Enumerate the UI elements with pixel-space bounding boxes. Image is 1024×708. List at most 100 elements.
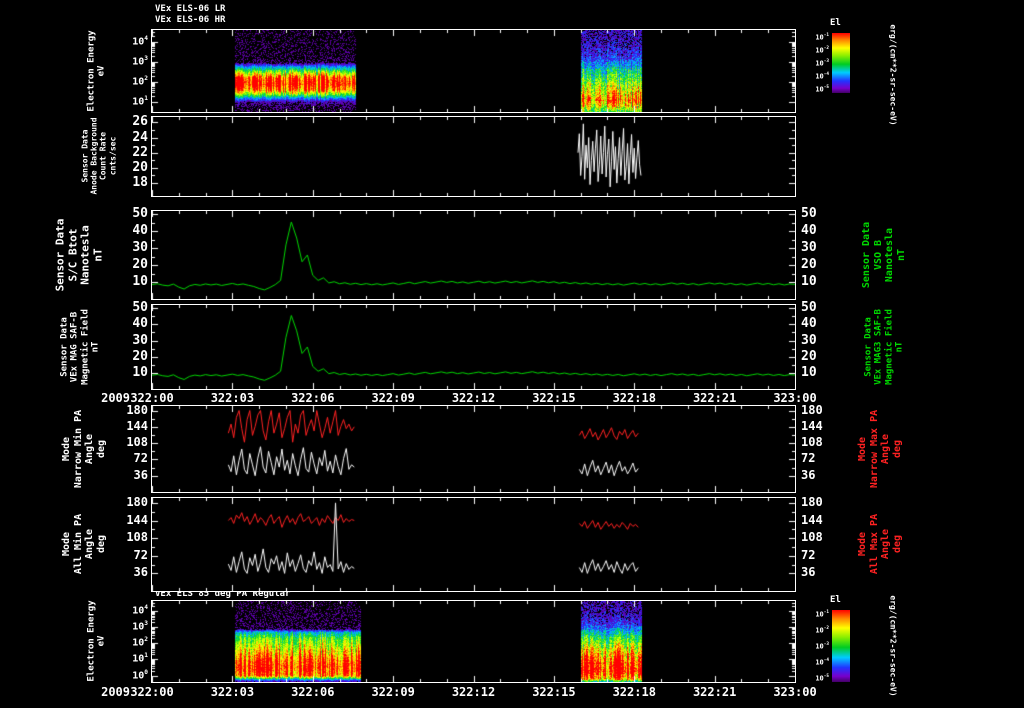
y-tick-label: 102 [132, 75, 148, 88]
y-tick-label: 108 [126, 530, 148, 545]
y-tick-label: 101 [132, 652, 148, 665]
panel2-ylabel: Sensor Data Anode Background Count Rate … [80, 117, 118, 195]
y-tick-label: 72 [133, 547, 148, 562]
y-tick-label-right: 30 [801, 332, 817, 348]
y-tick-label: 22 [132, 144, 148, 160]
y-tick-label-right: 40 [801, 223, 817, 239]
y-tick-label: 20 [132, 348, 148, 364]
x-tick-label: 322:09 [371, 685, 415, 699]
colorbar-tick-label: 10-3 [815, 642, 829, 651]
panel3-ylabel-right: Sensor Data VSO B Nanotesla nT [861, 221, 907, 289]
x-tick-label: 322:00 [130, 391, 174, 405]
els-85-spectrogram-canvas [152, 601, 795, 682]
y-tick-label: 20 [132, 159, 148, 175]
y-tick-label-right: 108 [801, 530, 823, 545]
y-tick-label-right: 72 [801, 547, 816, 562]
y-tick-label-right: 180 [801, 402, 823, 417]
panel-sc-btot [151, 210, 796, 300]
x-tick-label: 322:12 [451, 391, 496, 405]
y-tick-label: 40 [132, 223, 148, 239]
y-tick-label-right: 72 [801, 451, 816, 466]
colorbar-units-top: erg/(cm**2-sr-sec-eV) [888, 24, 898, 126]
sc-btot-canvas [152, 211, 795, 299]
y-tick-label: 144 [126, 512, 148, 527]
x-tick-label: 322:09 [371, 391, 415, 405]
flux-colorbar-bottom [832, 610, 850, 682]
y-tick-label: 10 [132, 274, 148, 290]
colorbar-tick-label: 10-2 [815, 626, 829, 635]
y-tick-label-right: 30 [801, 240, 817, 256]
y-tick-label: 18 [132, 175, 148, 191]
y-tick-label: 72 [133, 451, 148, 466]
y-tick-label: 144 [126, 418, 148, 433]
panel-anode-background [151, 116, 796, 197]
flux-colorbar-top [832, 33, 850, 93]
y-tick-label-right: 20 [801, 257, 817, 273]
panel6-ylabel-right: Mode All Max PA Angle deg [857, 513, 903, 575]
x-tick-label: 323:00 [773, 685, 817, 699]
y-tick-label-right: 20 [801, 348, 817, 364]
y-tick-label: 20 [132, 257, 148, 273]
x-tick-label: 322:15 [532, 685, 576, 699]
x-tick-label: 322:21 [692, 685, 737, 699]
y-tick-label: 102 [132, 636, 148, 649]
panel1-ylabel: Electron Energy eV [86, 30, 107, 112]
x-tick-label: 322:06 [291, 685, 335, 699]
x-tick-label: 322:15 [532, 391, 576, 405]
x-tick-label: 322:18 [612, 685, 656, 699]
y-tick-label: 36 [133, 565, 148, 580]
y-tick-label: 10 [132, 364, 148, 380]
els-lr-hr-spectrogram-canvas [152, 30, 795, 112]
panel3-ylabel: Sensor Data S/C Btot Nanotesla nT [53, 218, 105, 292]
y-tick-label: 30 [132, 240, 148, 256]
y-tick-label: 104 [132, 603, 148, 617]
y-tick-label: 26 [132, 114, 148, 130]
y-tick-label-right: 10 [801, 364, 817, 380]
colorbar-tick-label: 10-4 [815, 72, 829, 81]
y-tick-label: 36 [133, 467, 148, 482]
y-tick-label: 24 [132, 129, 148, 145]
colorbar-title-bottom: El [830, 595, 841, 605]
y-tick-label: 103 [132, 55, 148, 68]
colorbar-tick-label: 10-2 [815, 46, 829, 55]
y-tick-label-right: 36 [801, 565, 816, 580]
panel-els-85 [151, 600, 796, 683]
x-tick-label: 323:00 [773, 391, 817, 405]
panel4-ylabel-right: Sensor Data VEx MAG3 SAF-B Magnetic Fiel… [863, 309, 905, 385]
panel-all-pa [151, 497, 796, 592]
panel-vex-mag [151, 304, 796, 390]
x-tick-label: 322:21 [692, 391, 737, 405]
y-tick-label: 104 [132, 35, 148, 48]
colorbar-tick-label: 10-5 [815, 674, 829, 683]
y-tick-label: 50 [132, 300, 148, 316]
y-tick-label: 100 [132, 668, 148, 681]
panel7-ylabel: Electron Energy eV [86, 600, 107, 682]
x-tick-label: 322:03 [210, 685, 255, 699]
panel7-title: VEx ELS 85 deg PA Regular [155, 589, 291, 599]
narrow-pa-canvas [152, 406, 795, 492]
panel5-ylabel: Mode Narrow Min PA Angle deg [61, 409, 107, 489]
x-tick-label: 322:12 [451, 685, 496, 699]
panel6-ylabel: Mode All Min PA Angle deg [61, 513, 107, 575]
all-pa-canvas [152, 498, 795, 591]
x-tick-label: 322:03 [210, 391, 255, 405]
vex-mag-canvas [152, 305, 795, 389]
x-tick-label: 322:00 [130, 685, 174, 699]
panel5-ylabel-right: Mode Narrow Max PA Angle deg [857, 409, 903, 489]
panel4-ylabel: Sensor Data VEx MAG SAF-B Magnetic Field… [59, 309, 101, 385]
panel1-title-lr: VEx ELS-06 LR [155, 4, 226, 14]
colorbar-tick-label: 10-4 [815, 658, 829, 667]
y-tick-label-right: 50 [801, 300, 817, 316]
panel-narrow-pa [151, 405, 796, 493]
y-tick-label: 103 [132, 619, 148, 633]
y-tick-label: 30 [132, 332, 148, 348]
x-tick-label: 322:18 [612, 391, 656, 405]
x-tick-label: 322:06 [291, 391, 335, 405]
x-axis-year-label: 2009 [101, 685, 130, 699]
y-tick-label: 180 [126, 494, 148, 509]
colorbar-tick-label: 10-1 [815, 610, 829, 619]
colorbar-tick-label: 10-1 [815, 33, 829, 42]
y-tick-label: 40 [132, 316, 148, 332]
colorbar-title-top: El [830, 18, 841, 28]
